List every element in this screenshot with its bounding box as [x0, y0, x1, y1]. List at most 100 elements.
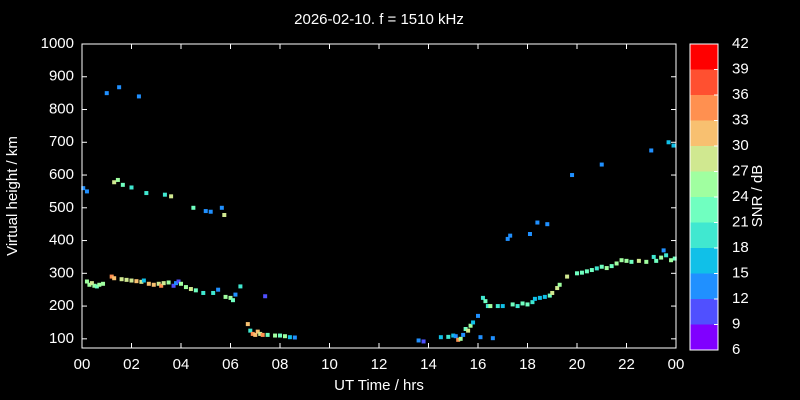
data-point: [520, 301, 525, 306]
data-point: [421, 339, 426, 344]
colorbar-band: [690, 197, 718, 223]
data-point: [228, 295, 233, 300]
data-point: [193, 288, 198, 293]
colorbar-label: SNR / dB: [749, 165, 766, 228]
data-point: [515, 304, 520, 309]
data-point: [488, 304, 493, 309]
data-point: [233, 292, 238, 297]
data-point: [109, 274, 114, 279]
data-point: [624, 258, 629, 263]
colorbar-band: [690, 120, 718, 146]
data-point: [495, 304, 500, 309]
data-point: [188, 287, 193, 292]
colorbar-band: [690, 248, 718, 274]
data-point: [535, 220, 540, 225]
data-point: [438, 335, 443, 340]
data-point: [211, 290, 216, 295]
data-point: [216, 287, 221, 292]
x-tick-label: 04: [173, 356, 190, 373]
data-point: [287, 335, 292, 340]
data-point: [532, 296, 537, 301]
data-point: [263, 294, 268, 299]
colorbar-band: [690, 69, 718, 95]
data-point: [545, 222, 550, 227]
x-axis-label: UT Time / hrs: [334, 377, 424, 394]
data-point: [250, 331, 255, 336]
data-point: [156, 281, 161, 286]
data-point: [273, 333, 278, 338]
colorbar-band: [690, 273, 718, 299]
data-point: [649, 148, 654, 153]
data-point: [579, 270, 584, 275]
data-point: [480, 295, 485, 300]
data-point: [139, 279, 144, 284]
colorbar-band: [690, 146, 718, 172]
data-point: [89, 281, 94, 286]
colorbar-tick-label: 18: [732, 239, 749, 256]
chart-title: 2026-02-10. f = 1510 kHz: [294, 11, 464, 28]
colorbar-tick-label: 30: [732, 137, 749, 154]
x-tick-label: 00: [668, 356, 685, 373]
data-point: [468, 323, 473, 328]
colorbar-tick-label: 39: [732, 60, 749, 77]
x-tick-label: 16: [470, 356, 487, 373]
data-point: [84, 189, 89, 194]
data-point: [129, 278, 134, 283]
data-point: [589, 268, 594, 273]
data-point: [666, 140, 671, 145]
data-point: [604, 266, 609, 271]
x-tick-label: 10: [321, 356, 338, 373]
data-point: [575, 271, 579, 276]
data-point: [599, 264, 604, 269]
data-point: [594, 266, 599, 271]
data-point: [278, 333, 282, 338]
data-point: [87, 282, 92, 287]
y-tick-label: 100: [49, 330, 74, 347]
data-point: [478, 335, 483, 340]
data-point: [557, 282, 562, 287]
colorbar-tick-label: 42: [732, 35, 749, 52]
y-tick-label: 900: [49, 68, 74, 85]
data-point: [176, 279, 181, 284]
data-point: [183, 285, 188, 290]
data-point: [84, 279, 89, 284]
data-point: [129, 185, 134, 190]
data-point: [191, 205, 196, 210]
data-point: [115, 177, 120, 182]
colorbar-band: [690, 44, 718, 70]
colorbar-band: [690, 299, 718, 325]
y-tick-label: 500: [49, 199, 74, 216]
data-point: [570, 173, 575, 178]
data-point: [124, 277, 129, 282]
data-point: [614, 261, 619, 266]
x-tick-label: 06: [222, 356, 239, 373]
data-point: [550, 290, 555, 295]
data-point: [547, 293, 552, 298]
x-tick-label: 00: [74, 356, 91, 373]
data-point: [161, 281, 166, 286]
data-point: [159, 283, 164, 288]
data-point: [292, 335, 297, 340]
y-tick-label: 700: [49, 133, 74, 150]
data-point: [453, 334, 458, 339]
data-point: [112, 276, 117, 281]
data-point: [527, 232, 532, 236]
data-point: [248, 328, 253, 333]
data-point: [112, 180, 117, 185]
data-point: [169, 194, 174, 199]
data-point: [171, 283, 176, 288]
data-point: [672, 256, 677, 261]
x-tick-label: 22: [618, 356, 635, 373]
data-point: [117, 85, 122, 90]
data-point: [94, 284, 99, 289]
colorbar-tick-label: 9: [732, 315, 740, 332]
data-point: [141, 278, 146, 283]
data-point: [260, 332, 265, 337]
data-point: [222, 213, 227, 217]
data-point: [119, 277, 124, 282]
data-point: [542, 294, 547, 299]
data-point: [508, 233, 513, 238]
data-point: [664, 253, 669, 258]
data-point: [97, 282, 102, 287]
